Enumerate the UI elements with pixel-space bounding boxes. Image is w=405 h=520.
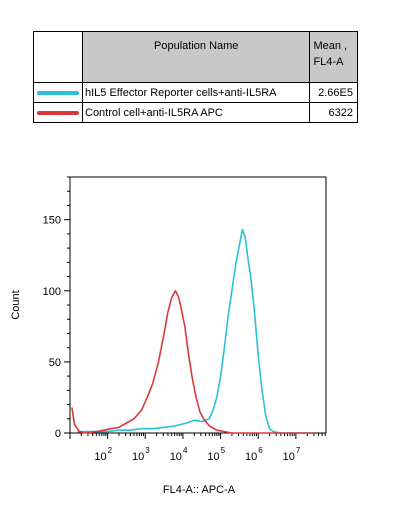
legend-header-mean-line1: Mean ,: [313, 40, 348, 52]
y-axis-label: Count: [10, 290, 22, 319]
x-tick-exponent: 3: [145, 446, 150, 455]
x-tick-label: 10: [283, 451, 295, 463]
legend-swatch-effector: [37, 90, 79, 95]
x-tick-label: 10: [94, 451, 106, 463]
series-control-curve: [71, 290, 315, 434]
legend-row-control: Control cell+anti-IL5RA APC 6322: [33, 102, 358, 123]
legend-table: Population Name Mean , FL4-A hIL5 Effect…: [33, 31, 358, 123]
x-tick-label: 10: [132, 451, 144, 463]
plot-frame: [69, 176, 327, 434]
x-axis-label: FL4-A:: APC-A: [163, 484, 236, 496]
y-tick-label: 0: [55, 428, 61, 440]
legend-header-mean: Mean , FL4-A: [309, 31, 358, 83]
y-tick-label: 150: [43, 215, 61, 227]
legend-label-effector: hIL5 Effector Reporter cells+anti-IL5RA: [81, 82, 311, 103]
legend-swatch-control: [37, 110, 79, 115]
x-tick-label: 10: [207, 451, 219, 463]
series-curves: [71, 228, 315, 434]
x-tick-exponent: 7: [296, 446, 301, 455]
y-tick-label: 100: [43, 286, 61, 298]
legend-header-blank: [33, 31, 83, 83]
series-effector-curve: [77, 228, 315, 434]
x-tick-exponent: 4: [183, 446, 188, 455]
legend-label-control: Control cell+anti-IL5RA APC: [81, 102, 311, 123]
x-tick-exponent: 5: [221, 446, 226, 455]
legend-swatch-control-cell: [33, 102, 83, 123]
legend-header-mean-line2: FL4-A: [313, 56, 344, 68]
legend-row-effector: hIL5 Effector Reporter cells+anti-IL5RA …: [33, 82, 358, 103]
y-axis-ticks: 0 50 100 150: [43, 176, 70, 440]
legend-mean-effector: 2.66E5: [309, 82, 358, 103]
x-tick-exponent: 2: [108, 446, 113, 455]
x-tick-exponent: 6: [258, 446, 263, 455]
legend-header-row: Population Name Mean , FL4-A: [33, 31, 358, 83]
legend-mean-control: 6322: [309, 102, 358, 123]
y-tick-label: 50: [49, 357, 61, 369]
x-tick-label: 10: [170, 451, 182, 463]
x-tick-label: 10: [245, 451, 257, 463]
legend-header-name: Population Name: [81, 31, 311, 83]
